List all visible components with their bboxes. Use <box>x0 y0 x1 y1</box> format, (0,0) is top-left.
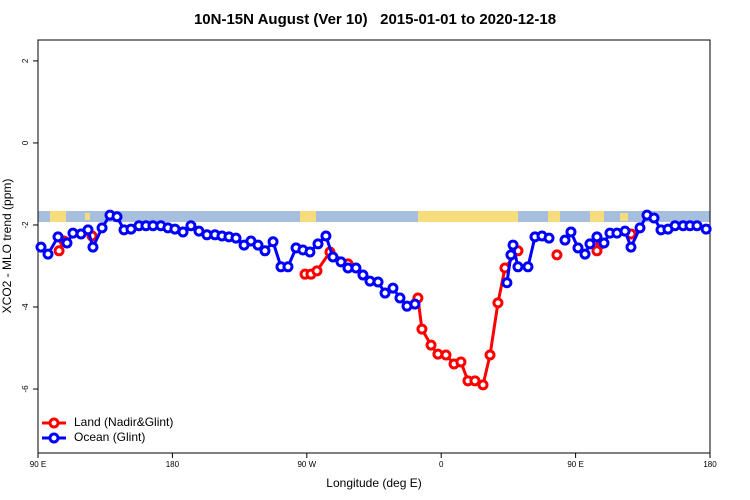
point <box>335 256 347 268</box>
point <box>42 248 54 260</box>
y-axis-label: XCO2 - MLO trend (ppm) <box>0 179 14 314</box>
point <box>111 211 123 223</box>
point <box>387 282 399 294</box>
point <box>372 276 384 288</box>
legend-label: Ocean (Glint) <box>74 430 145 444</box>
point <box>35 241 47 253</box>
point <box>700 223 712 235</box>
point <box>512 261 524 273</box>
chart-title: 10N-15N August (Ver 10) 2015-01-01 to 20… <box>194 11 556 28</box>
point <box>634 222 646 234</box>
point <box>619 225 631 237</box>
point <box>311 265 323 277</box>
point <box>394 292 406 304</box>
point <box>572 242 584 254</box>
point <box>579 248 591 260</box>
point <box>312 238 324 250</box>
point <box>507 239 519 251</box>
point <box>691 220 703 232</box>
point <box>282 261 294 273</box>
point <box>492 297 504 309</box>
point <box>425 339 437 351</box>
legend-marker <box>48 417 60 429</box>
point <box>230 232 242 244</box>
land-strip <box>620 213 628 221</box>
point <box>61 237 73 249</box>
point <box>357 269 369 281</box>
point <box>477 379 489 391</box>
point <box>551 249 563 261</box>
point <box>648 212 660 224</box>
point <box>416 323 428 335</box>
x-tick-label: 90 E <box>567 460 583 469</box>
map-strip <box>38 211 710 222</box>
point <box>379 287 391 299</box>
point <box>455 356 467 368</box>
point <box>501 277 513 289</box>
point <box>267 236 279 248</box>
y-tick-label: -4 <box>21 303 30 311</box>
point <box>52 231 64 243</box>
point <box>409 298 421 310</box>
point <box>584 238 596 250</box>
land-strip <box>548 211 560 222</box>
y-tick-label: 0 <box>21 140 30 145</box>
point <box>559 234 571 246</box>
point <box>327 251 339 263</box>
land-strip <box>590 211 604 222</box>
point <box>82 224 94 236</box>
x-tick-label: 180 <box>703 460 717 469</box>
x-tick-label: 0 <box>439 460 444 469</box>
legend-label: Land (Nadir&Glint) <box>74 415 173 429</box>
point <box>53 245 65 257</box>
point <box>543 232 555 244</box>
x-tick-label: 90 E <box>30 460 46 469</box>
point <box>320 230 332 242</box>
legend-marker <box>48 432 60 444</box>
land-strip <box>85 213 90 220</box>
land-strip <box>300 211 316 222</box>
point <box>350 262 362 274</box>
land-strip <box>50 211 66 222</box>
point <box>469 375 481 387</box>
y-tick-label: -6 <box>21 385 30 393</box>
point <box>440 349 452 361</box>
point <box>87 241 99 253</box>
y-tick-label: -2 <box>21 221 30 229</box>
point <box>259 245 271 257</box>
point <box>304 246 316 258</box>
land-strip <box>418 211 518 222</box>
point <box>252 239 264 251</box>
point <box>96 222 108 234</box>
x-tick-label: 90 W <box>297 460 316 469</box>
y-tick-label: 2 <box>21 58 30 63</box>
point <box>625 241 637 253</box>
point <box>522 261 534 273</box>
point <box>565 226 577 238</box>
x-tick-label: 180 <box>166 460 180 469</box>
point <box>591 231 603 243</box>
point <box>185 220 197 232</box>
point <box>177 226 189 238</box>
x-axis-label: Longitude (deg E) <box>326 476 421 490</box>
point <box>505 249 517 261</box>
point <box>484 349 496 361</box>
point <box>598 237 610 249</box>
ocean-strip <box>38 211 710 222</box>
